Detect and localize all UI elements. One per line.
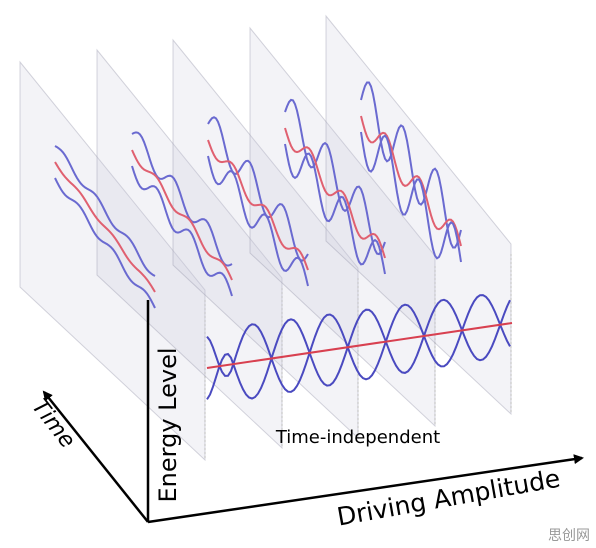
static-level <box>206 294 511 393</box>
level-curve <box>284 143 386 275</box>
plane <box>172 38 359 440</box>
level-curve <box>360 81 462 249</box>
time-label: Time <box>26 395 79 453</box>
level-curve <box>131 131 233 267</box>
level-curve <box>284 98 386 256</box>
level-curve <box>360 115 462 247</box>
static-mid-level <box>206 322 513 369</box>
static-level <box>206 298 511 400</box>
curves <box>54 81 513 400</box>
level-curve <box>54 145 156 277</box>
time-independent-label: Time-independent <box>275 427 440 448</box>
time-axis <box>42 390 149 523</box>
level-curve <box>207 139 309 271</box>
plane <box>19 60 206 462</box>
level-curve <box>54 161 156 293</box>
plane <box>96 48 283 450</box>
level-curve <box>131 149 233 281</box>
level-curve <box>54 177 156 309</box>
planes <box>19 14 512 462</box>
watermark: 思创网 <box>548 528 590 544</box>
plane <box>325 14 512 416</box>
energy-label: Energy Level <box>154 347 182 502</box>
amplitude-label: Driving Amplitude <box>335 464 563 532</box>
amplitude-axis <box>147 454 584 524</box>
level-curve <box>207 116 309 262</box>
level-curve <box>284 127 386 259</box>
level-curve <box>131 165 233 297</box>
plane <box>249 26 436 428</box>
level-curve <box>207 155 309 287</box>
level-curve <box>360 131 462 263</box>
